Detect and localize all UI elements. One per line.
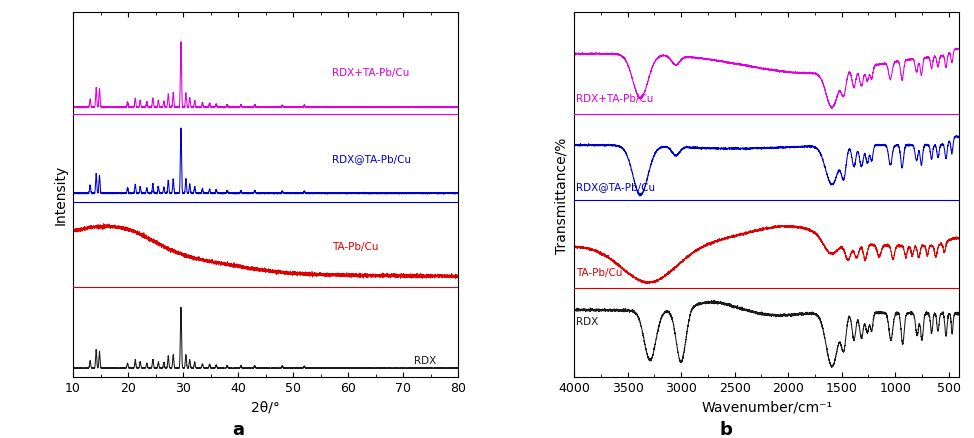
Text: RDX@TA-Pb/Cu: RDX@TA-Pb/Cu (332, 154, 411, 164)
Text: b: b (719, 420, 732, 438)
Y-axis label: Transmittance/%: Transmittance/% (554, 137, 569, 253)
Text: TA-Pb/Cu: TA-Pb/Cu (332, 242, 378, 252)
Text: RDX+TA-Pb/Cu: RDX+TA-Pb/Cu (577, 94, 654, 104)
Y-axis label: Intensity: Intensity (54, 165, 67, 225)
Text: a: a (233, 420, 244, 438)
Text: RDX: RDX (414, 355, 436, 365)
X-axis label: 2θ/°: 2θ/° (251, 400, 281, 414)
Text: RDX@TA-Pb/Cu: RDX@TA-Pb/Cu (577, 182, 656, 191)
X-axis label: Wavenumber/cm⁻¹: Wavenumber/cm⁻¹ (701, 400, 832, 414)
Text: RDX+TA-Pb/Cu: RDX+TA-Pb/Cu (332, 68, 409, 78)
Text: RDX: RDX (577, 316, 598, 326)
Text: TA-Pb/Cu: TA-Pb/Cu (577, 268, 622, 277)
